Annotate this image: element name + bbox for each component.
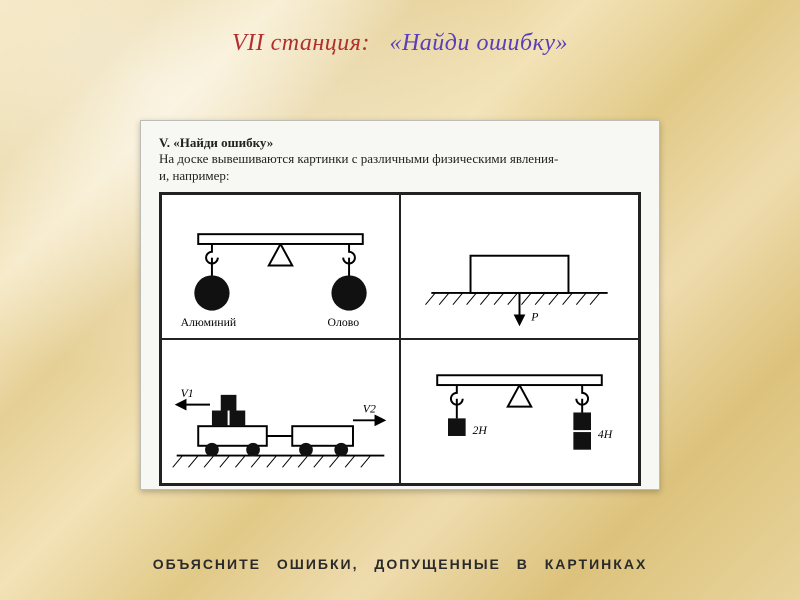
diagram-grid: Алюминий Олово bbox=[159, 192, 641, 486]
label-v1: V1 bbox=[181, 387, 194, 400]
label-aluminium: Алюминий bbox=[181, 316, 237, 329]
panel-heading-line1: На доске вывешиваются картинки с различн… bbox=[159, 151, 558, 166]
content-panel: V. «Найди ошибку» На доске вывешиваются … bbox=[140, 120, 660, 490]
diagram-balance-weights: 2H 4H bbox=[401, 340, 638, 483]
label-tin: Олово bbox=[328, 316, 360, 329]
title-quoted: «Найди ошибку» bbox=[389, 30, 568, 56]
panel-heading-line2: и, например: bbox=[159, 168, 230, 183]
label-force-p: P bbox=[530, 310, 538, 323]
diagram-balance-scale: Алюминий Олово bbox=[162, 195, 399, 338]
cell-d: 2H 4H bbox=[400, 339, 639, 484]
diagram-block-pressure: P bbox=[401, 195, 638, 338]
title-word: станция: bbox=[271, 30, 370, 56]
cell-b: P bbox=[400, 194, 639, 339]
cell-c: V1 V2 bbox=[161, 339, 400, 484]
slide: VII станция: «Найди ошибку» V. «Найди ош… bbox=[0, 0, 800, 600]
slide-title: VII станция: «Найди ошибку» bbox=[0, 30, 800, 57]
title-roman: VII bbox=[232, 30, 264, 56]
panel-heading: V. «Найди ошибку» На доске вывешиваются … bbox=[159, 135, 641, 184]
cell-a: Алюминий Олово bbox=[161, 194, 400, 339]
label-2h: 2H bbox=[472, 424, 488, 437]
diagram-carts: V1 V2 bbox=[162, 340, 399, 483]
label-4h: 4H bbox=[598, 428, 614, 441]
panel-heading-bold: V. «Найди ошибку» bbox=[159, 135, 273, 150]
label-v2: V2 bbox=[363, 402, 376, 415]
footer-caption: Объясните ошибки, допущенные в картинках bbox=[0, 556, 800, 572]
